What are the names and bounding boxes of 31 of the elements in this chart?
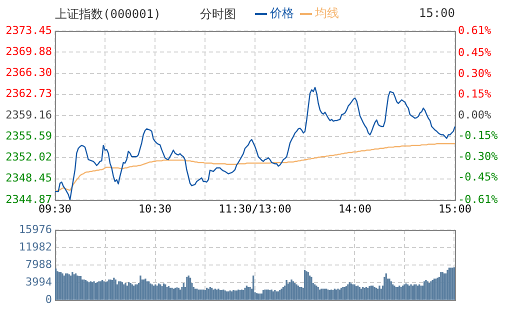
legend-label: 均线 xyxy=(314,5,339,22)
chart-subtitle: 分时图 xyxy=(200,6,236,23)
y2-tick-label: -0.30% xyxy=(458,150,498,163)
y2-tick-label: -0.15% xyxy=(458,129,498,142)
y2-tick-label: 0.61% xyxy=(458,24,492,37)
x-tick-label: 14:00 xyxy=(338,202,372,216)
y2-tick-label: 0.30% xyxy=(458,66,492,80)
y-tick-label: 15976 xyxy=(18,222,52,236)
text: 15:00 xyxy=(418,6,455,20)
y-tick-label: 3994 xyxy=(26,275,52,288)
y-tick-label: 2355.59 xyxy=(6,129,52,142)
y-tick-label: 0 xyxy=(45,292,52,306)
chart-title: 上证指数(000001) xyxy=(55,6,161,23)
x-tick-label: 15:00 xyxy=(438,202,472,216)
y-tick-label: 2369.88 xyxy=(6,44,52,58)
y2-tick-label: 0.00% xyxy=(458,108,492,122)
y-tick-label: 2359.16 xyxy=(6,108,52,122)
legend-label: 价格 xyxy=(269,5,294,22)
y-tick-label: 2362.73 xyxy=(6,87,52,100)
y-tick-label: 2352.02 xyxy=(6,150,52,164)
y2-tick-label: -0.45% xyxy=(458,170,498,184)
y-tick-label: 2366.30 xyxy=(6,66,52,80)
y-tick-label: 2373.45 xyxy=(6,24,52,37)
y-tick-label: 7988 xyxy=(26,258,52,271)
x-tick-label: 10:30 xyxy=(138,202,172,216)
y2-tick-label: 0.15% xyxy=(458,88,492,101)
y2-tick-label: 0.45% xyxy=(458,46,492,60)
x-tick-label: 11:30/13:00 xyxy=(218,202,292,216)
y-tick-label: 2348.45 xyxy=(6,172,52,185)
y-tick-label: 11982 xyxy=(18,240,52,254)
x-tick-label: 09:30 xyxy=(38,202,72,216)
